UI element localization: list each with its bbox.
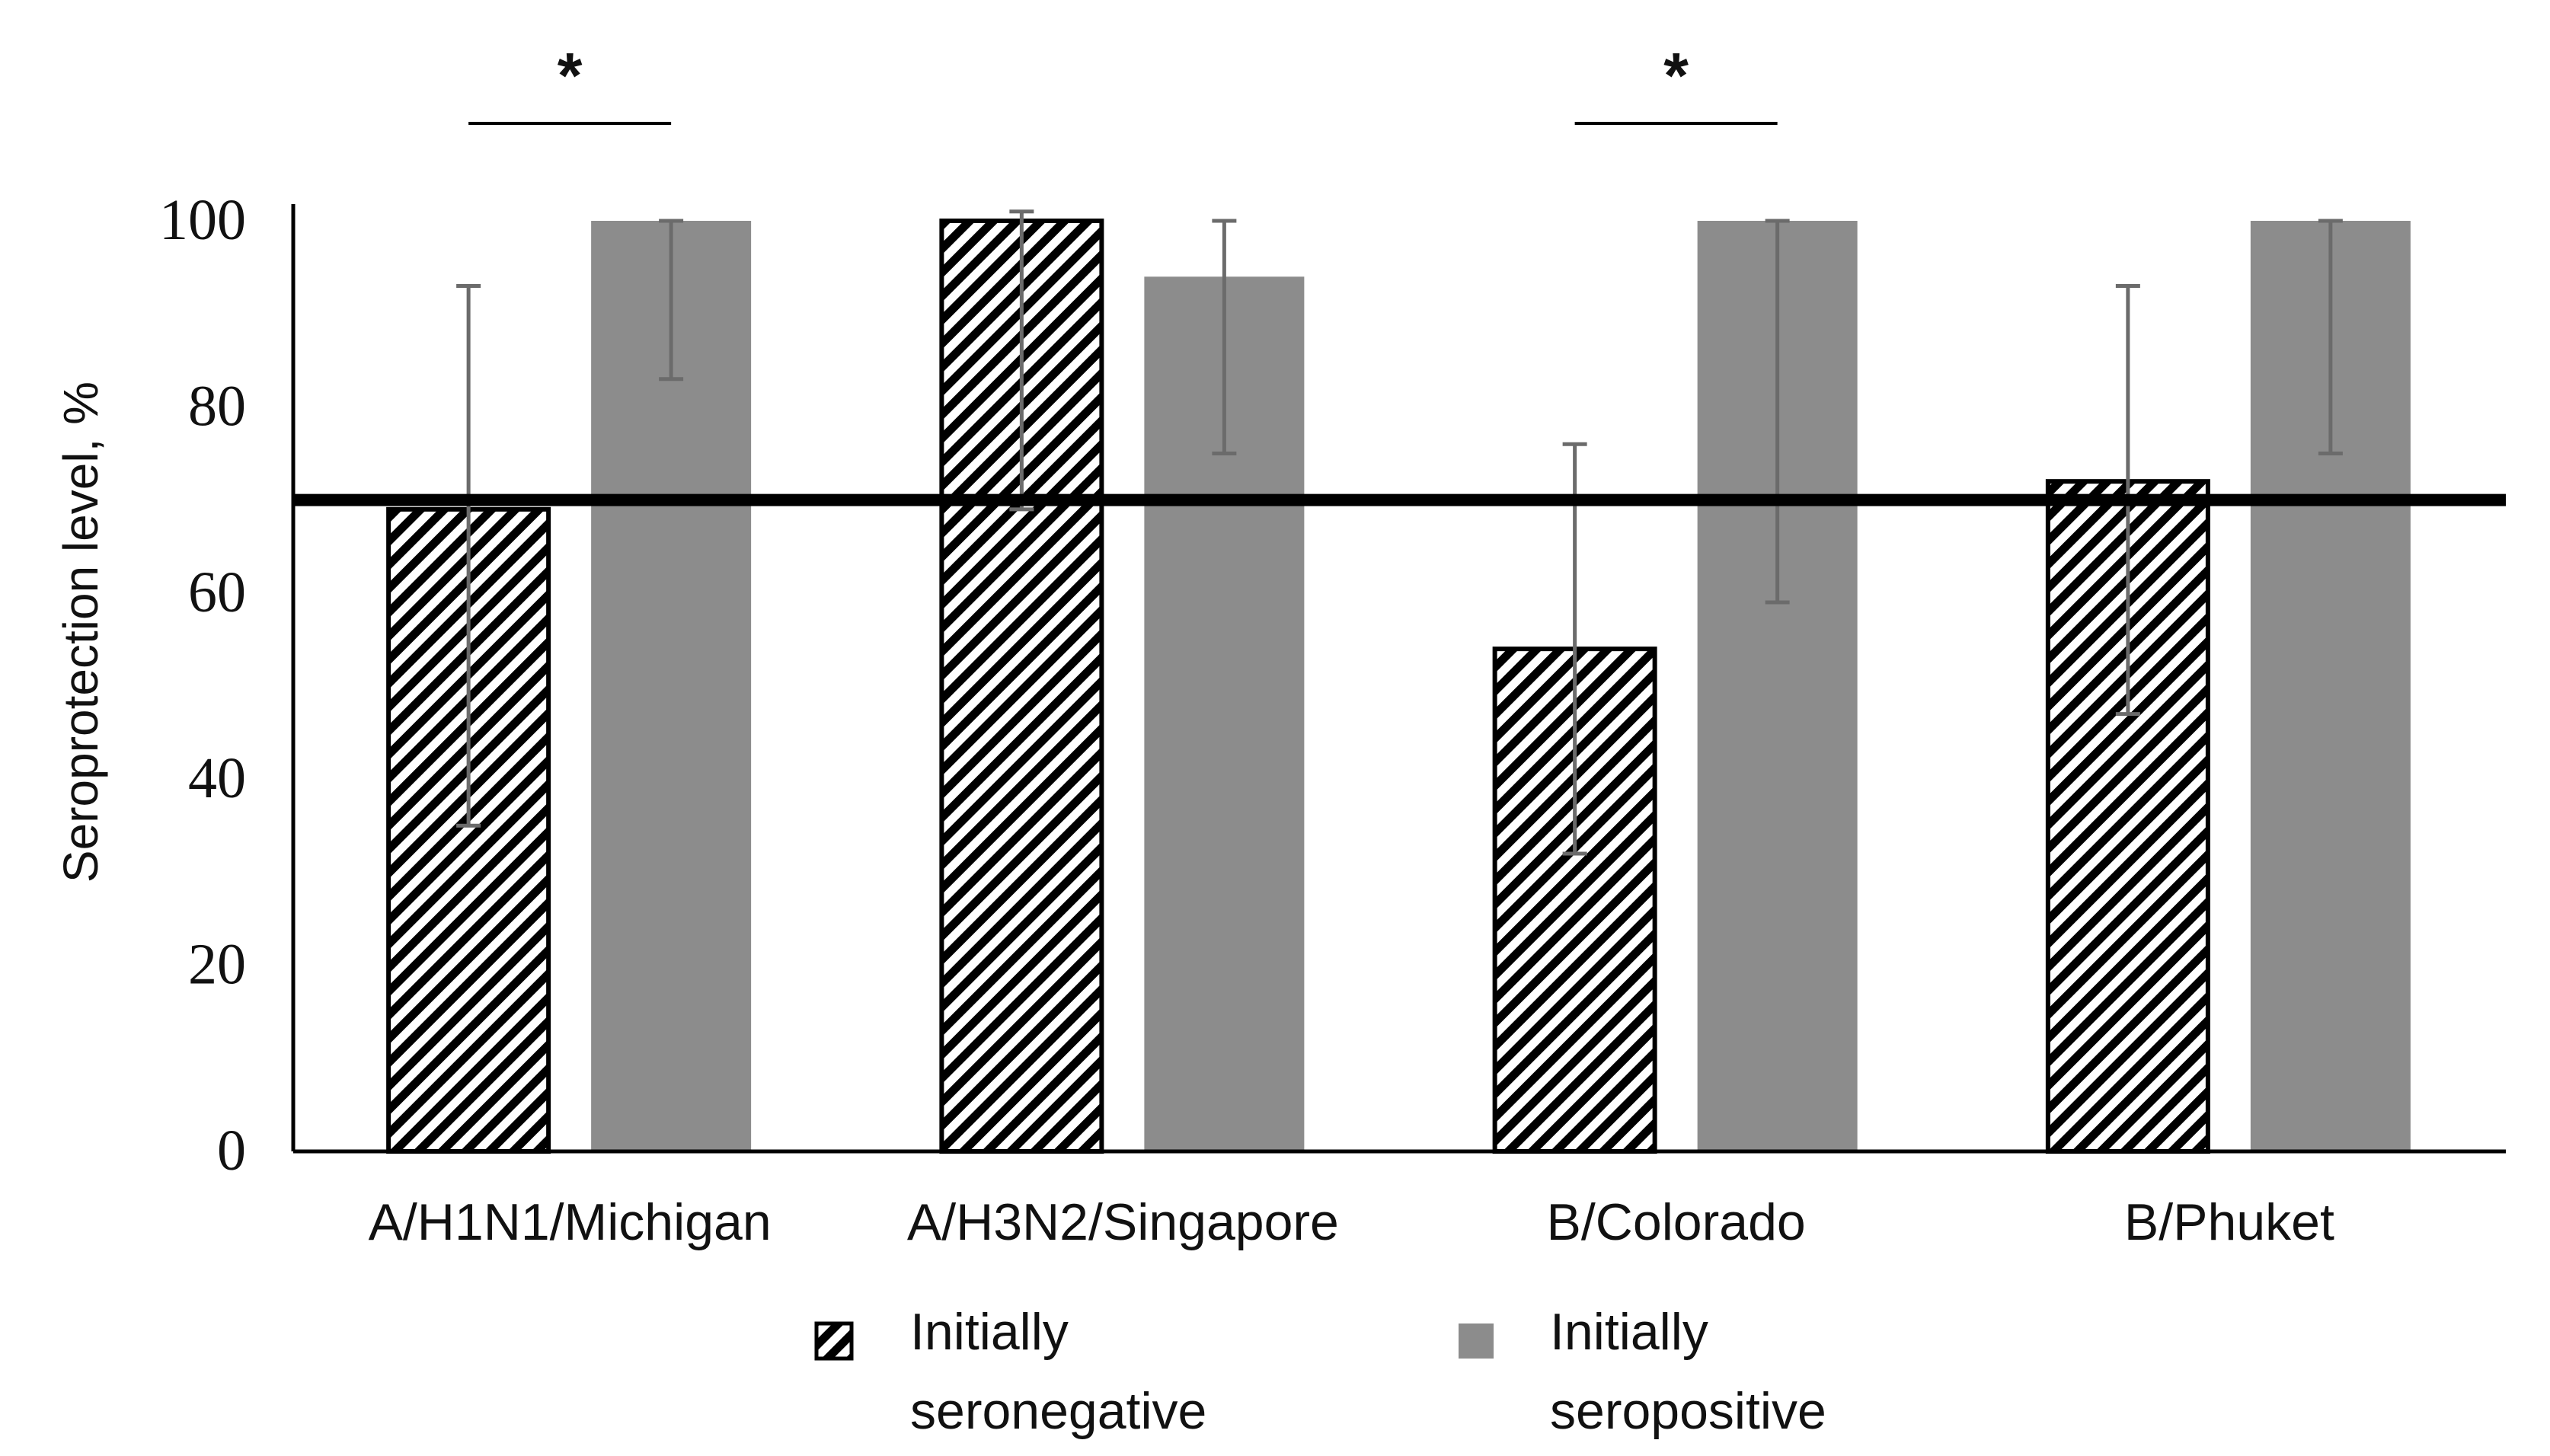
error-bar-initially-seropositive-a-h3n2-singapore — [1212, 219, 1237, 455]
y-tick-labels: 0 20 40 60 80 100 — [159, 188, 246, 1183]
significance-label: * — [558, 40, 583, 111]
category-label-b-phuket: B/Phuket — [2124, 1193, 2334, 1251]
y-tick-label-60: 60 — [188, 560, 246, 624]
y-tick-label-80: 80 — [188, 374, 246, 438]
category-label-b-colorado: B/Colorado — [1547, 1193, 1806, 1251]
error-bar-initially-seropositive-b-phuket — [2318, 219, 2343, 455]
bar-initially-seronegative-b-phuket — [2045, 479, 2210, 1154]
error-bar-initially-seronegative-a-h3n2-singapore — [1009, 209, 1034, 512]
y-tick-label-40: 40 — [188, 746, 246, 810]
legend-label-line-2: seropositive — [1550, 1382, 1826, 1440]
significance-markers: * * — [468, 40, 1778, 125]
category-label-a-h1n1-michigan: A/H1N1/Michigan — [369, 1193, 772, 1251]
legend-swatch-initially-seronegative — [814, 1321, 854, 1361]
significance-b-colorado: * — [1574, 40, 1778, 125]
legend-item-initially-seropositive: Initially seropositive — [1459, 1303, 1826, 1440]
error-bar-initially-seropositive-a-h1n1-michigan — [659, 219, 684, 382]
axes-layer — [291, 204, 2506, 1154]
legend-label-line-1: Initially — [910, 1303, 1069, 1361]
legend-swatch-initially-seropositive — [1459, 1323, 1494, 1359]
y-axis-title: Seroprotection level, % — [53, 382, 108, 883]
y-tick-label-100: 100 — [159, 188, 246, 252]
y-tick-label-20: 20 — [188, 933, 246, 997]
bars-layer — [386, 219, 2411, 1154]
error-bar-initially-seropositive-b-colorado — [1765, 219, 1790, 605]
error-bar-initially-seronegative-b-colorado — [1562, 442, 1587, 856]
legend: Initially seronegative Initially seropositi… — [814, 1303, 1826, 1440]
category-labels: A/H1N1/Michigan A/H3N2/Singapore B/Colorad… — [369, 1193, 2334, 1251]
error-bar-initially-seronegative-a-h1n1-michigan — [456, 284, 481, 828]
y-tick-label-0: 0 — [217, 1119, 246, 1183]
category-label-a-h3n2-singapore: A/H3N2/Singapore — [907, 1193, 1339, 1251]
legend-item-initially-seronegative: Initially seronegative — [814, 1303, 1206, 1440]
legend-label-line-2: seronegative — [910, 1382, 1206, 1440]
legend-label-line-1: Initially — [1550, 1303, 1708, 1361]
significance-a-h1n1-michigan: * — [468, 40, 672, 125]
significance-label: * — [1663, 40, 1689, 111]
